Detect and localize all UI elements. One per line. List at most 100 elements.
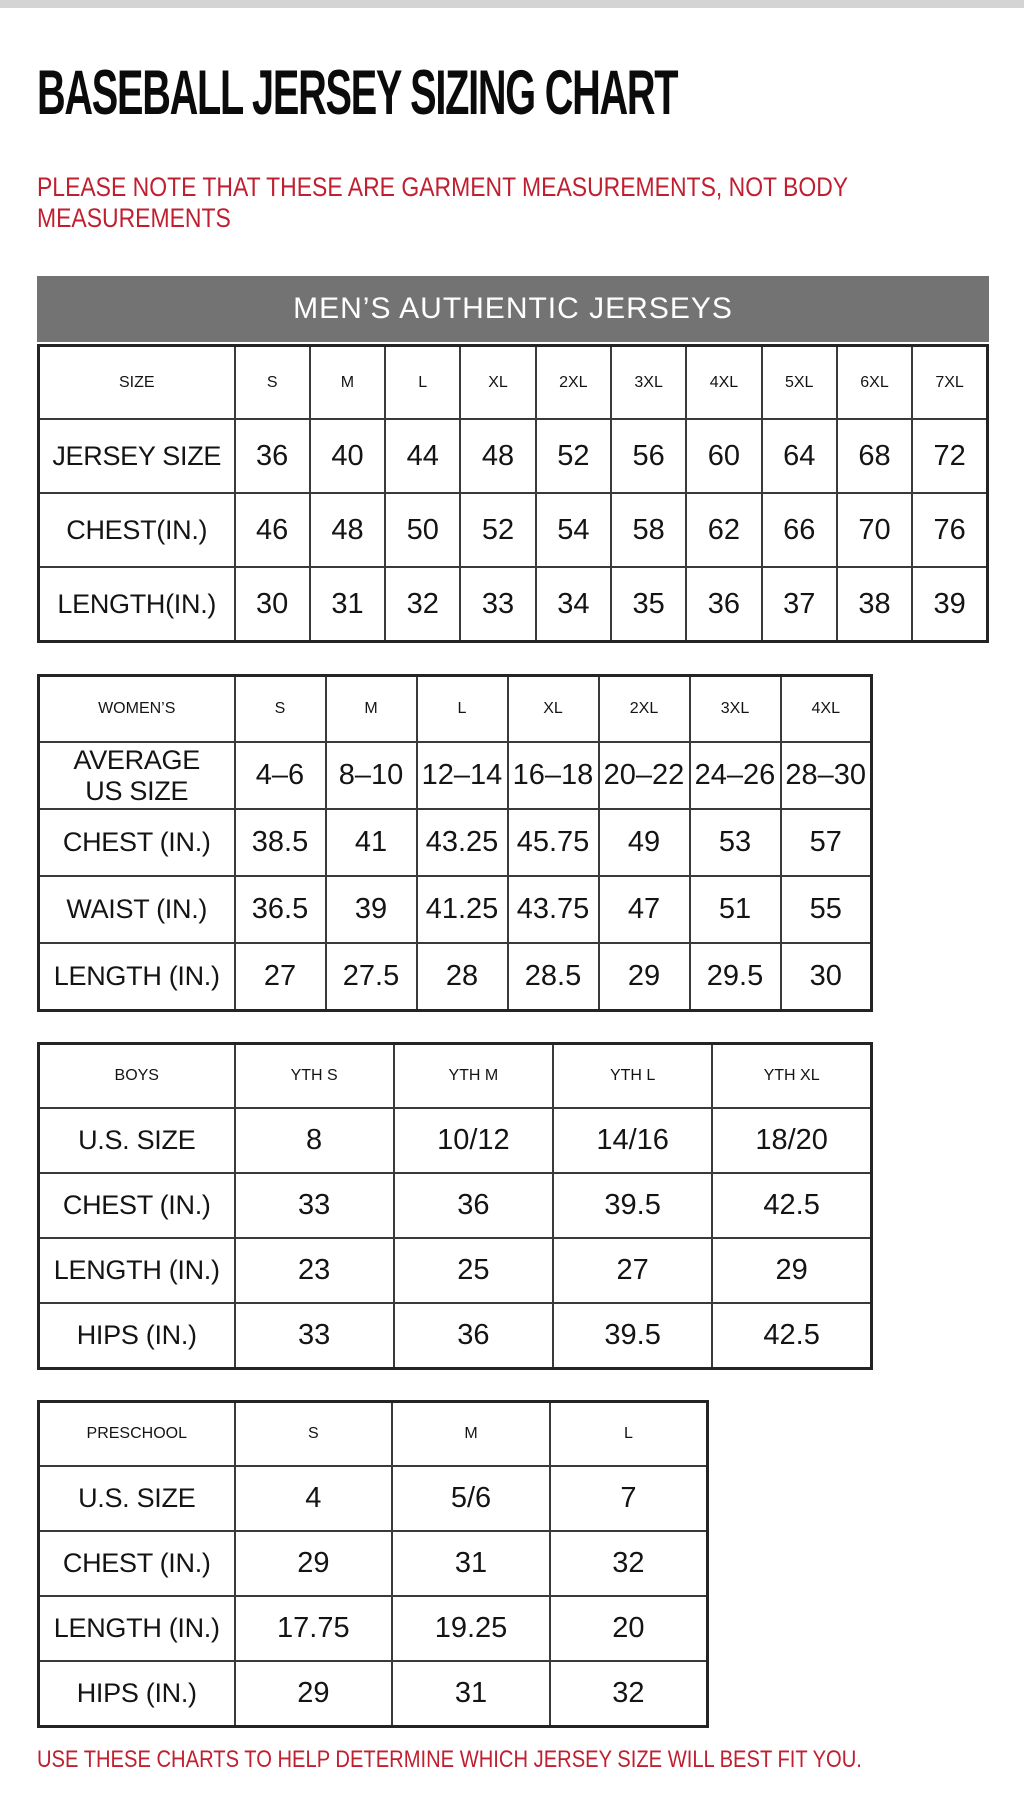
value-cell: 29 <box>233 1530 394 1598</box>
mens-table-banner: MEN’S AUTHENTIC JERSEYS <box>37 275 989 342</box>
value-cell: 39 <box>911 566 989 643</box>
column-header-cell: 7XL <box>911 344 989 421</box>
value-cell: 32 <box>548 1660 709 1728</box>
header-row: BOYS YTH S YTH M YTH L YTH XL <box>37 1042 873 1110</box>
value-cell: 33 <box>233 1302 395 1370</box>
table-row: JERSEY SIZE 36 40 44 48 52 56 60 64 68 72 <box>37 418 989 495</box>
value-cell: 27 <box>233 942 327 1012</box>
value-cell: 25 <box>392 1237 555 1305</box>
row-label-cell: LENGTH(IN.) <box>37 566 236 643</box>
column-header-cell: YTH L <box>551 1042 714 1110</box>
header-row: WOMEN’S S M L XL 2XL 3XL 4XL <box>37 674 873 744</box>
column-header-cell: 2XL <box>597 674 691 744</box>
column-header-cell: 3XL <box>609 344 688 421</box>
value-cell: 8 <box>233 1107 395 1175</box>
value-cell: 70 <box>835 492 914 569</box>
value-cell: 10/12 <box>392 1107 555 1175</box>
column-header-cell: 2XL <box>534 344 612 421</box>
row-label-cell: U.S. SIZE <box>37 1465 236 1533</box>
value-cell: 39 <box>324 875 418 945</box>
row-label-cell: JERSEY SIZE <box>37 418 236 495</box>
row-label-cell: HIPS (IN.) <box>37 1302 236 1370</box>
table-row: WAIST (IN.) 36.5 39 41.25 43.75 47 51 55 <box>37 875 873 945</box>
value-cell: 51 <box>688 875 782 945</box>
value-cell: 42.5 <box>711 1172 873 1240</box>
value-cell: 19.25 <box>391 1595 551 1663</box>
value-cell: 27 <box>551 1237 714 1305</box>
column-header-cell: YTH XL <box>711 1042 873 1110</box>
value-cell: 76 <box>911 492 989 569</box>
value-cell: 68 <box>835 418 914 495</box>
value-cell: 72 <box>911 418 989 495</box>
boys-sizing-table: BOYS YTH S YTH M YTH L YTH XL U.S. SIZE 8 10/12… <box>37 1041 873 1370</box>
value-cell: 20–22 <box>597 741 691 811</box>
value-cell: 31 <box>308 566 387 643</box>
value-cell: 57 <box>779 808 873 878</box>
value-cell: 39.5 <box>551 1172 714 1240</box>
value-cell: 28–30 <box>779 741 873 811</box>
value-cell: 60 <box>685 418 763 495</box>
value-cell: 4–6 <box>233 741 327 811</box>
table-row: CHEST (IN.) 33 36 39.5 42.5 <box>37 1172 873 1240</box>
column-header-cell: BOYS <box>37 1042 236 1110</box>
value-cell: 17.75 <box>233 1595 394 1663</box>
value-cell: 38 <box>835 566 914 643</box>
value-cell: 43.75 <box>506 875 600 945</box>
value-cell: 36 <box>233 418 311 495</box>
preschool-sizing-table: PRESCHOOL S M L U.S. SIZE 4 5/6 7 CHEST (IN.) 29 3… <box>37 1399 709 1728</box>
column-header-cell: 3XL <box>688 674 782 744</box>
column-header-cell: SIZE <box>37 344 236 421</box>
column-header-cell: XL <box>506 674 600 744</box>
column-header-cell: S <box>233 1400 394 1468</box>
page-title: BASEBALL JERSEY SIZING CHART <box>37 58 679 129</box>
mens-sizing-table: SIZE S M L XL 2XL 3XL 4XL 5XL 6XL 7XL JERSEY SIZE 36… <box>37 343 989 643</box>
value-cell: 18/20 <box>711 1107 873 1175</box>
value-cell: 54 <box>534 492 612 569</box>
value-cell: 29.5 <box>688 942 782 1012</box>
column-header-cell: L <box>384 344 462 421</box>
value-cell: 16–18 <box>506 741 600 811</box>
value-cell: 66 <box>760 492 838 569</box>
value-cell: 55 <box>779 875 873 945</box>
value-cell: 28.5 <box>506 942 600 1012</box>
value-cell: 20 <box>548 1595 709 1663</box>
column-header-cell: PRESCHOOL <box>37 1400 236 1468</box>
value-cell: 24–26 <box>688 741 782 811</box>
value-cell: 32 <box>384 566 462 643</box>
column-header-cell: M <box>324 674 418 744</box>
header-row: PRESCHOOL S M L <box>37 1400 709 1468</box>
column-header-cell: YTH S <box>233 1042 395 1110</box>
sizing-chart-document: BASEBALL JERSEY SIZING CHART PLEASE NOTE… <box>0 20 1024 1798</box>
column-header-cell: 5XL <box>760 344 838 421</box>
value-cell: 34 <box>534 566 612 643</box>
value-cell: 52 <box>534 418 612 495</box>
footer-note: USE THESE CHARTS TO HELP DETERMINE WHICH… <box>37 1745 862 1773</box>
value-cell: 14/16 <box>551 1107 714 1175</box>
row-label-cell: AVERAGE US SIZE <box>37 741 236 811</box>
table-row: AVERAGE US SIZE 4–6 8–10 12–14 16–18 20–22 24–… <box>37 741 873 811</box>
value-cell: 40 <box>308 418 387 495</box>
row-label-cell: LENGTH (IN.) <box>37 942 236 1012</box>
value-cell: 62 <box>685 492 763 569</box>
value-cell: 32 <box>548 1530 709 1598</box>
value-cell: 41 <box>324 808 418 878</box>
row-label-cell: CHEST (IN.) <box>37 1530 236 1598</box>
value-cell: 49 <box>597 808 691 878</box>
value-cell: 35 <box>609 566 688 643</box>
column-header-cell: L <box>415 674 509 744</box>
table-row: HIPS (IN.) 33 36 39.5 42.5 <box>37 1302 873 1370</box>
value-cell: 8–10 <box>324 741 418 811</box>
value-cell: 45.75 <box>506 808 600 878</box>
column-header-cell: S <box>233 674 327 744</box>
column-header-cell: L <box>548 1400 709 1468</box>
row-label-cell: LENGTH (IN.) <box>37 1237 236 1305</box>
row-label-cell: WAIST (IN.) <box>37 875 236 945</box>
value-cell: 29 <box>233 1660 394 1728</box>
value-cell: 28 <box>415 942 509 1012</box>
value-cell: 7 <box>548 1465 709 1533</box>
value-cell: 48 <box>308 492 387 569</box>
column-header-cell: WOMEN’S <box>37 674 236 744</box>
value-cell: 31 <box>391 1660 551 1728</box>
value-cell: 36 <box>392 1302 555 1370</box>
value-cell: 39.5 <box>551 1302 714 1370</box>
